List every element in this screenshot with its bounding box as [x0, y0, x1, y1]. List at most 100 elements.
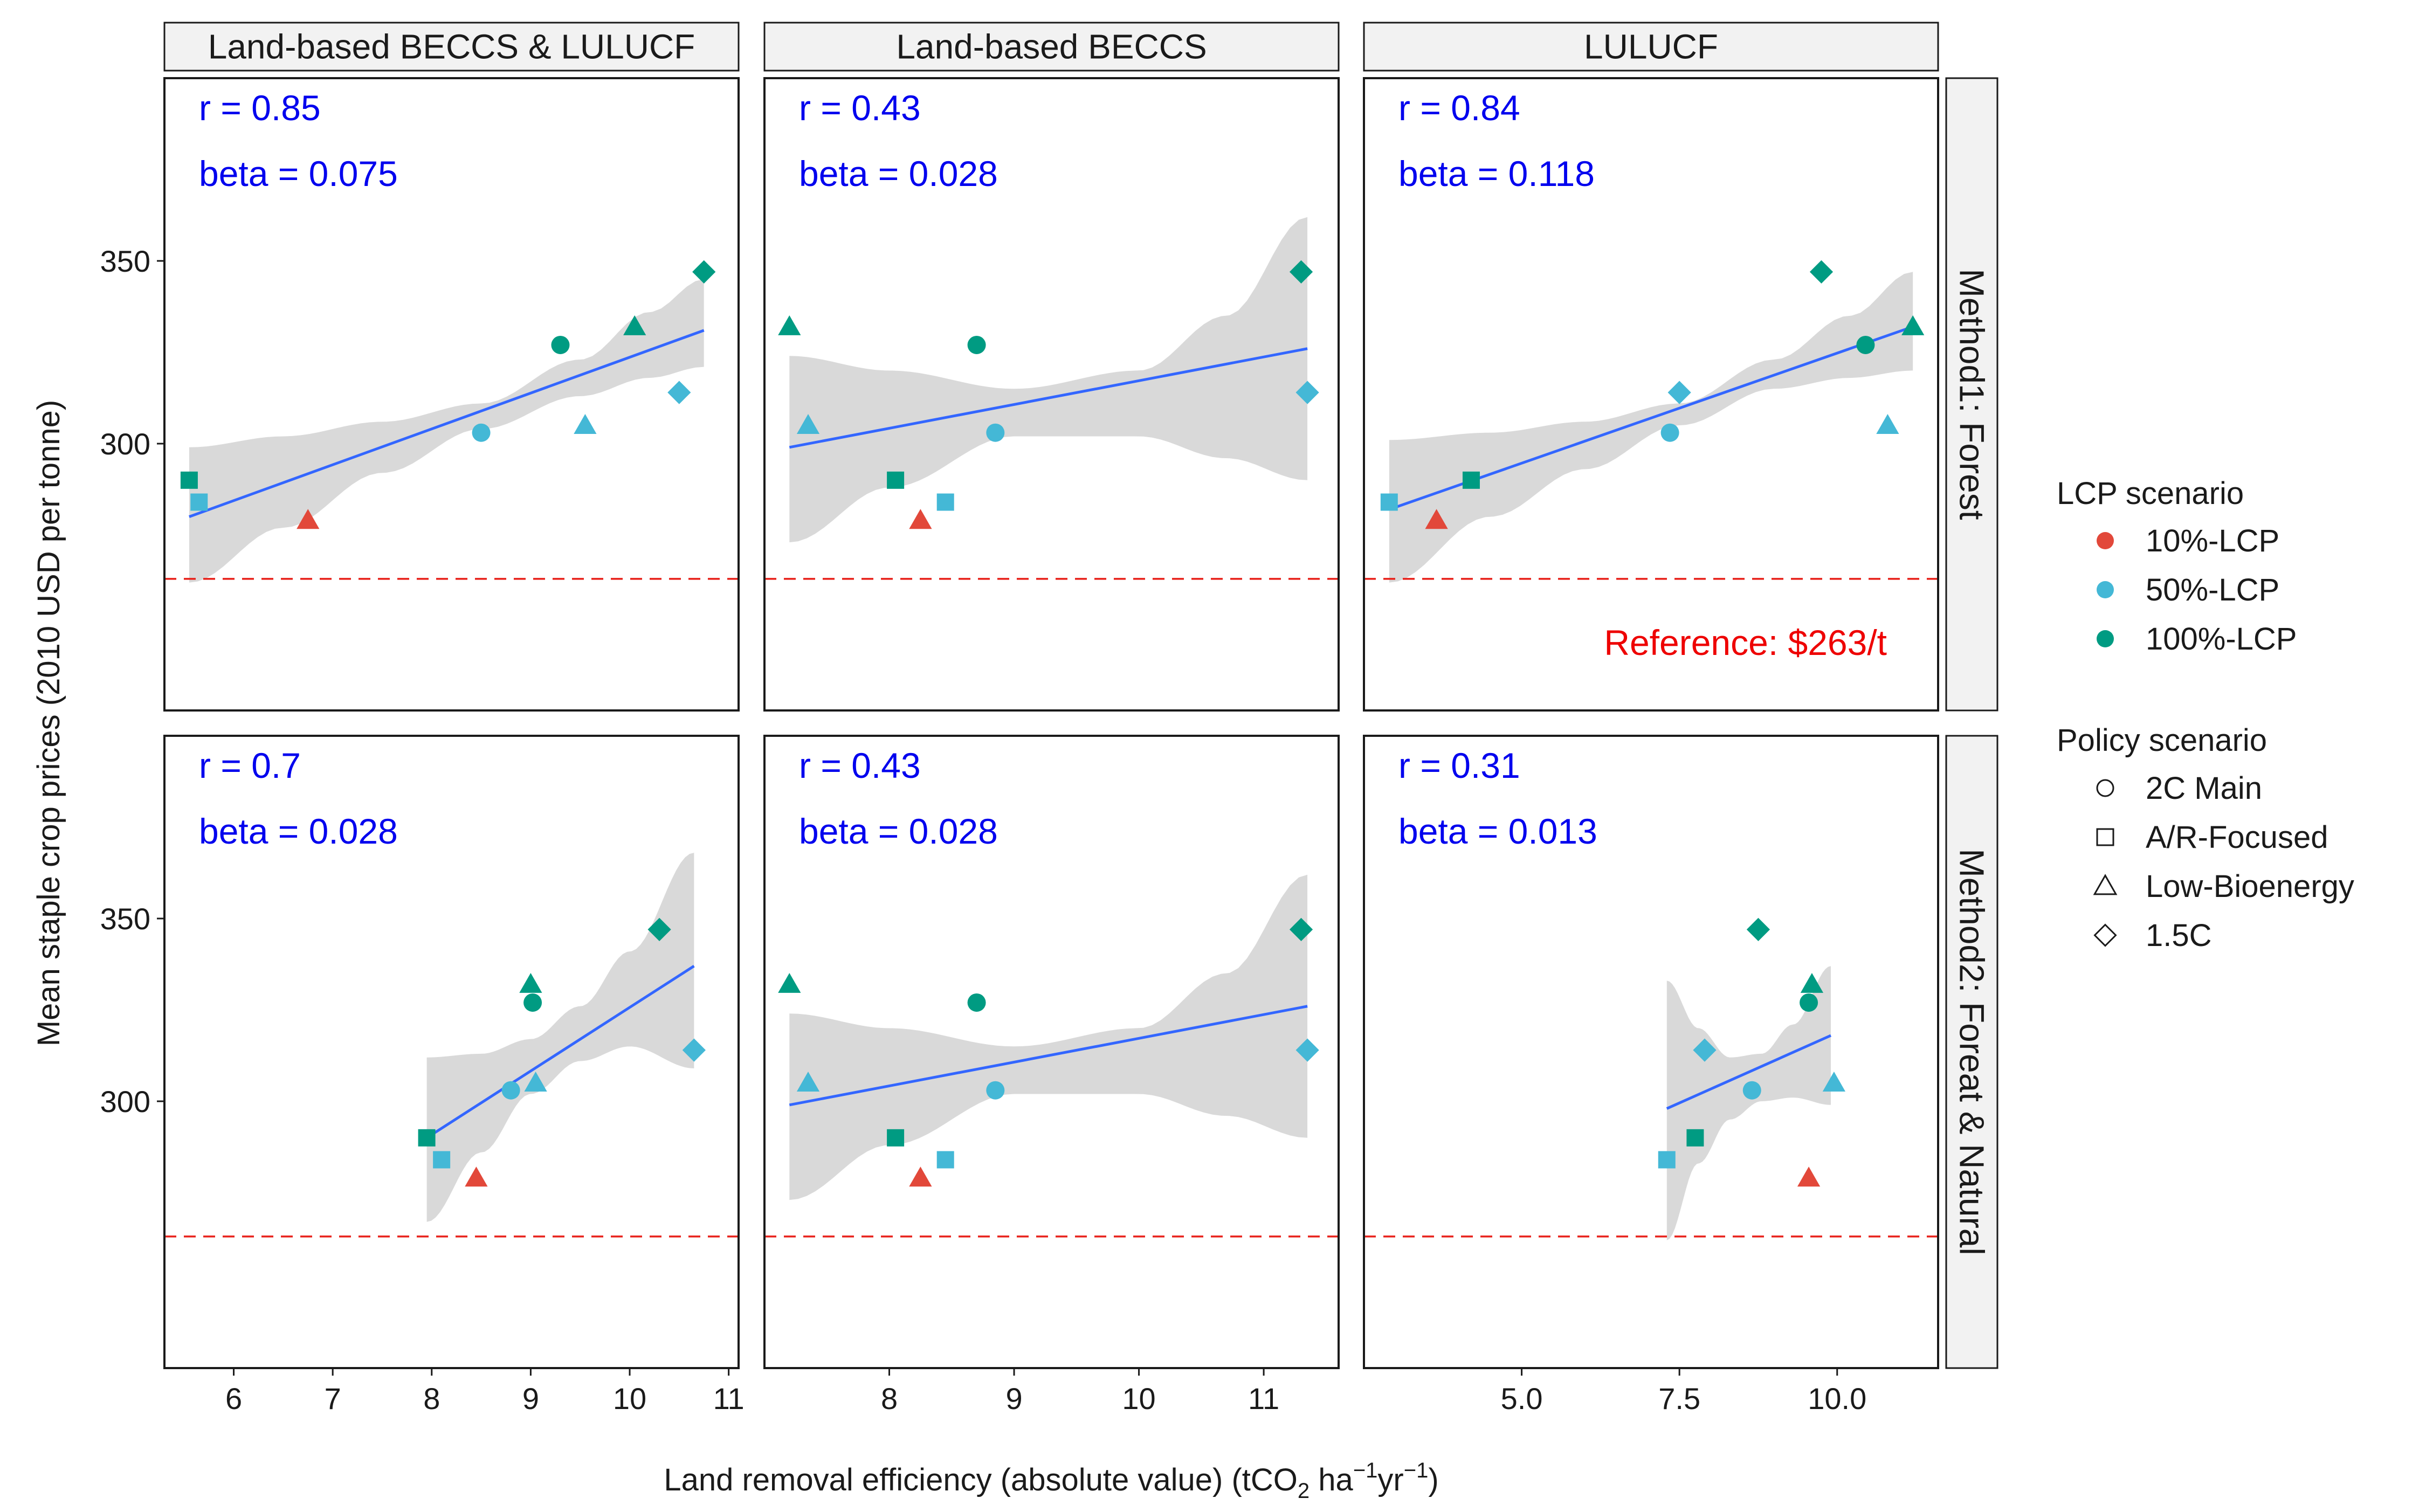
- legend-color-swatch: [2097, 581, 2114, 598]
- x-axis-title-part: yr: [1377, 1462, 1403, 1497]
- beta-annotation: beta = 0.013: [1398, 811, 1597, 851]
- data-point: [1295, 1038, 1319, 1062]
- data-point: [1462, 471, 1480, 489]
- data-point: [682, 1038, 706, 1062]
- legend-item-label: A/R-Focused: [2146, 820, 2328, 855]
- y-tick-label: 300: [100, 427, 150, 461]
- x-tick-label: 10: [613, 1382, 646, 1416]
- data-point: [523, 993, 542, 1012]
- data-point: [1809, 260, 1834, 284]
- data-point: [986, 1081, 1005, 1100]
- data-point: [967, 335, 986, 354]
- data-point: [909, 509, 932, 529]
- y-tick-label: 300: [100, 1085, 150, 1119]
- x-tick-label: 9: [522, 1382, 539, 1416]
- data-point: [967, 993, 986, 1012]
- legend-shape-swatch: [2096, 828, 2114, 846]
- data-point: [1876, 414, 1899, 434]
- data-point: [647, 917, 671, 941]
- panel-border: [163, 77, 740, 712]
- legend-title-lcp: LCP scenario: [2057, 476, 2244, 511]
- panel-border: [763, 735, 1340, 1369]
- data-point: [796, 414, 820, 434]
- r-annotation: r = 0.85: [199, 88, 321, 128]
- r-annotation: r = 0.43: [799, 88, 921, 128]
- r-annotation: r = 0.31: [1398, 745, 1520, 785]
- x-tick-label: 10.0: [1808, 1382, 1866, 1416]
- data-point: [909, 1166, 932, 1187]
- data-point: [778, 315, 801, 335]
- data-point: [887, 1129, 905, 1147]
- data-point: [501, 1081, 520, 1100]
- data-point: [1693, 1038, 1717, 1062]
- data-point: [936, 493, 954, 511]
- data-point: [887, 471, 905, 489]
- data-point: [667, 381, 691, 404]
- data-point: [1797, 1166, 1821, 1187]
- column-strip-label: Land-based BECCS & LULUCF: [208, 27, 695, 66]
- panel-border: [163, 735, 740, 1369]
- confidence-band: [426, 853, 694, 1222]
- data-point: [433, 1151, 451, 1169]
- data-point: [778, 972, 801, 993]
- data-point: [1289, 917, 1313, 941]
- x-tick-label: 9: [1005, 1382, 1022, 1416]
- confidence-band: [1389, 272, 1913, 583]
- legend-item-label: 100%-LCP: [2146, 622, 2297, 657]
- regression-line: [1666, 1034, 1832, 1110]
- data-point: [472, 423, 491, 442]
- legend-title-policy: Policy scenario: [2057, 723, 2267, 758]
- y-axis-title: Mean staple crop prices (2010 USD per to…: [31, 400, 66, 1046]
- x-axis-title-part: 2: [1298, 1479, 1310, 1503]
- confidence-band: [1666, 966, 1831, 1240]
- legend-color-swatch: [2097, 532, 2114, 549]
- data-point: [551, 335, 570, 354]
- legend-item-label: 2C Main: [2146, 771, 2262, 806]
- r-annotation: r = 0.84: [1398, 88, 1520, 128]
- column-strip: [163, 22, 740, 72]
- legend-item-label: 10%-LCP: [2146, 523, 2279, 558]
- data-point: [519, 972, 542, 993]
- legend-color-swatch: [2097, 630, 2114, 647]
- x-tick-label: 7.5: [1658, 1382, 1700, 1416]
- data-point: [465, 1166, 488, 1187]
- data-point: [297, 509, 320, 529]
- x-axis-title-part: ha: [1310, 1462, 1353, 1497]
- regression-line: [789, 1005, 1308, 1107]
- data-point: [1800, 993, 1818, 1012]
- column-strip-label: Land-based BECCS: [896, 27, 1207, 66]
- row-strip-label: Method1: Forest: [1953, 269, 1991, 520]
- data-point: [936, 1151, 954, 1169]
- regression-line: [789, 347, 1308, 449]
- beta-annotation: beta = 0.028: [799, 811, 998, 851]
- data-point: [1686, 1129, 1704, 1147]
- column-strip: [1363, 22, 1939, 72]
- data-point: [1822, 1072, 1846, 1092]
- data-point: [1658, 1151, 1676, 1169]
- data-point: [180, 471, 198, 489]
- data-point: [574, 414, 597, 434]
- data-point: [418, 1129, 436, 1147]
- column-strip: [763, 22, 1340, 72]
- x-axis-title-part: −1: [1404, 1459, 1429, 1482]
- x-tick-label: 7: [325, 1382, 341, 1416]
- reference-label: Reference: $263/t: [1604, 623, 1887, 662]
- x-tick-label: 11: [1248, 1382, 1279, 1416]
- x-tick-label: 6: [225, 1382, 242, 1416]
- x-tick-label: 8: [423, 1382, 440, 1416]
- x-axis-title-part: ): [1428, 1462, 1438, 1497]
- data-point: [524, 1072, 547, 1092]
- data-point: [1660, 423, 1679, 442]
- x-axis-title: Land removal efficiency (absolute value)…: [664, 1459, 1438, 1503]
- row-strip: [1945, 735, 1998, 1369]
- data-point: [1295, 381, 1319, 404]
- legend-item-label: 50%-LCP: [2146, 572, 2279, 607]
- x-tick-label: 5.0: [1501, 1382, 1543, 1416]
- legend-shape-swatch: [2093, 923, 2117, 947]
- regression-line: [189, 329, 705, 518]
- confidence-band: [189, 279, 704, 583]
- beta-annotation: beta = 0.075: [199, 154, 398, 194]
- data-point: [1289, 260, 1313, 284]
- row-strip: [1945, 77, 1998, 712]
- r-annotation: r = 0.7: [199, 745, 301, 785]
